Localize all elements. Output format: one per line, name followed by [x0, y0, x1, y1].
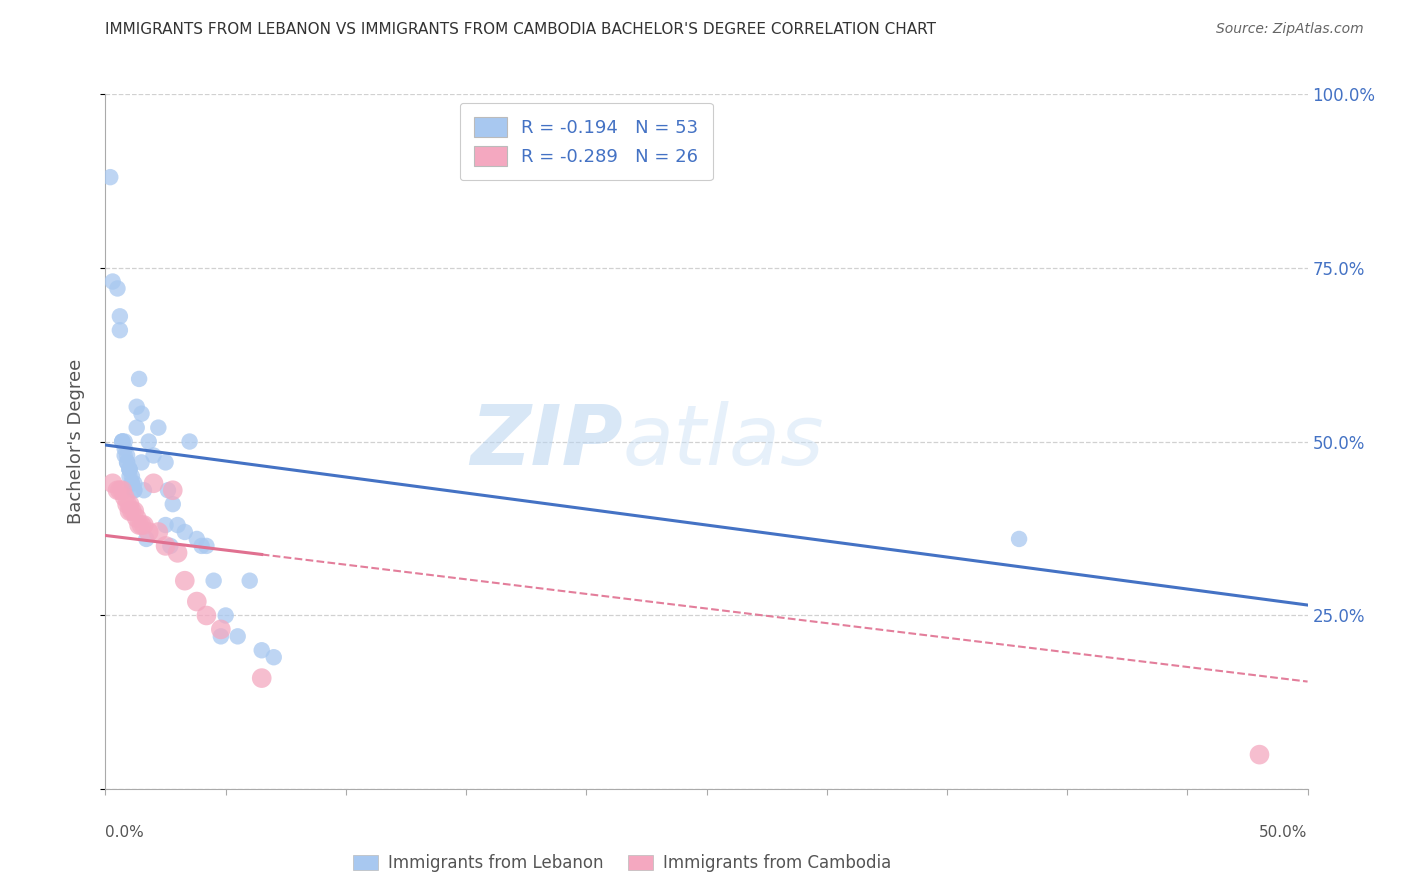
- Point: [121, 476, 143, 491]
- Point: [142, 476, 165, 491]
- Point: [98, 170, 121, 185]
- Point: [1249, 747, 1271, 762]
- Point: [121, 476, 143, 491]
- Point: [132, 483, 155, 498]
- Text: Source: ZipAtlas.com: Source: ZipAtlas.com: [1216, 22, 1364, 37]
- Point: [128, 372, 150, 386]
- Point: [131, 518, 153, 533]
- Point: [125, 420, 148, 434]
- Point: [132, 518, 155, 533]
- Point: [166, 546, 188, 560]
- Point: [142, 449, 165, 463]
- Point: [111, 434, 134, 449]
- Point: [159, 539, 181, 553]
- Point: [250, 671, 273, 685]
- Point: [179, 434, 201, 449]
- Point: [155, 518, 177, 533]
- Point: [195, 539, 218, 553]
- Point: [209, 629, 232, 643]
- Point: [111, 434, 134, 449]
- Point: [107, 281, 129, 295]
- Point: [124, 483, 146, 498]
- Point: [115, 497, 138, 511]
- Point: [124, 476, 146, 491]
- Text: 0.0%: 0.0%: [105, 825, 145, 840]
- Point: [214, 608, 236, 623]
- Point: [114, 449, 136, 463]
- Point: [124, 504, 146, 518]
- Point: [118, 497, 141, 511]
- Point: [162, 497, 184, 511]
- Point: [202, 574, 225, 588]
- Point: [190, 539, 212, 553]
- Point: [118, 462, 141, 476]
- Point: [114, 442, 136, 456]
- Point: [162, 483, 184, 498]
- Point: [118, 462, 141, 476]
- Point: [118, 469, 141, 483]
- Point: [239, 574, 262, 588]
- Point: [135, 532, 157, 546]
- Point: [114, 434, 136, 449]
- Point: [138, 434, 160, 449]
- Point: [209, 623, 232, 637]
- Point: [1008, 532, 1031, 546]
- Legend: Immigrants from Lebanon, Immigrants from Cambodia: Immigrants from Lebanon, Immigrants from…: [346, 847, 898, 879]
- Point: [101, 476, 124, 491]
- Point: [166, 518, 188, 533]
- Text: atlas: atlas: [623, 401, 824, 482]
- Point: [195, 608, 218, 623]
- Point: [115, 455, 138, 469]
- Y-axis label: Bachelor's Degree: Bachelor's Degree: [66, 359, 84, 524]
- Point: [114, 490, 136, 504]
- Point: [155, 539, 177, 553]
- Text: IMMIGRANTS FROM LEBANON VS IMMIGRANTS FROM CAMBODIA BACHELOR'S DEGREE CORRELATIO: IMMIGRANTS FROM LEBANON VS IMMIGRANTS FR…: [105, 22, 936, 37]
- Point: [226, 629, 249, 643]
- Point: [115, 455, 138, 469]
- Point: [125, 400, 148, 414]
- Point: [148, 420, 170, 434]
- Point: [173, 574, 195, 588]
- Text: ZIP: ZIP: [470, 401, 623, 482]
- Point: [131, 407, 153, 421]
- Point: [121, 504, 143, 518]
- Point: [108, 310, 131, 324]
- Point: [101, 275, 124, 289]
- Point: [124, 483, 146, 498]
- Point: [111, 483, 134, 498]
- Point: [107, 483, 129, 498]
- Point: [173, 524, 195, 539]
- Point: [156, 483, 179, 498]
- Point: [118, 504, 141, 518]
- Point: [148, 524, 170, 539]
- Point: [186, 594, 208, 608]
- Point: [138, 524, 160, 539]
- Point: [115, 449, 138, 463]
- Point: [250, 643, 273, 657]
- Point: [111, 434, 134, 449]
- Point: [263, 650, 285, 665]
- Point: [186, 532, 208, 546]
- Point: [125, 511, 148, 525]
- Point: [131, 455, 153, 469]
- Point: [118, 462, 141, 476]
- Point: [108, 323, 131, 337]
- Point: [155, 455, 177, 469]
- Point: [108, 483, 131, 498]
- Point: [121, 469, 143, 483]
- Text: 50.0%: 50.0%: [1260, 825, 1308, 840]
- Point: [128, 518, 150, 533]
